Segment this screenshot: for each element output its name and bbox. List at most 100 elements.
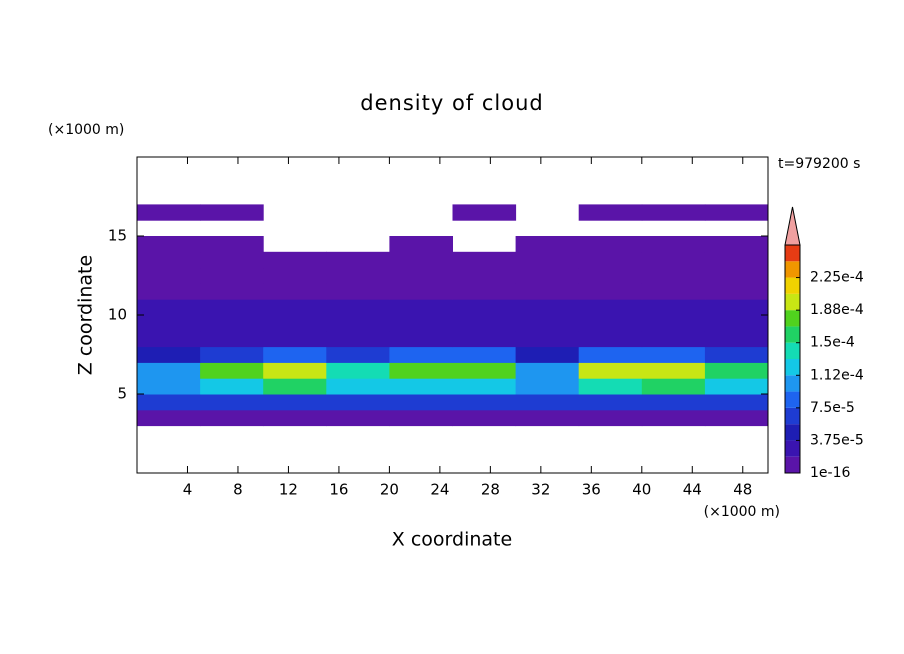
contour-cell — [515, 362, 580, 379]
colorbar-swatch — [785, 391, 800, 408]
contour-cell — [704, 409, 769, 427]
contour-cell — [263, 394, 327, 411]
contour-cell — [326, 346, 390, 363]
contour-cell — [515, 409, 580, 427]
contour-cell — [515, 283, 580, 300]
contour-cell — [515, 378, 580, 395]
contour-cell — [704, 236, 769, 253]
contour-cell — [200, 346, 264, 363]
contour-cell — [263, 267, 327, 284]
contour-cell — [452, 362, 517, 379]
contour-cell — [200, 315, 264, 332]
contour-cell — [641, 251, 706, 269]
contour-cell — [389, 362, 453, 379]
colorbar-swatch — [785, 424, 800, 441]
contour-cell — [137, 346, 201, 363]
contour-cell — [515, 330, 580, 348]
contour-cell — [578, 346, 643, 363]
colorbar-swatch — [785, 375, 800, 392]
contour-cell — [578, 267, 643, 284]
contour-cell — [263, 409, 327, 427]
contour-cell — [641, 236, 706, 253]
x-tick-label: 16 — [329, 481, 348, 499]
contour-cell — [641, 394, 706, 411]
contour-cell — [389, 378, 453, 395]
colorbar-swatch — [785, 326, 800, 343]
contour-cell — [578, 299, 643, 316]
contour-cell — [200, 267, 264, 284]
contour-cell — [641, 267, 706, 284]
contour-cell — [452, 283, 517, 300]
y-unit: (×1000 m) — [48, 122, 124, 138]
x-tick-label: 12 — [279, 481, 298, 499]
contour-cell — [515, 251, 580, 269]
contour-cell — [200, 362, 264, 379]
contour-cell — [515, 236, 580, 253]
x-tick-label: 24 — [430, 481, 449, 499]
x-unit: (×1000 m) — [704, 504, 780, 520]
contour-cell — [452, 204, 517, 221]
contour-cell — [326, 267, 390, 284]
contour-cell — [515, 346, 580, 363]
x-tick-label: 32 — [531, 481, 550, 499]
contour-cell — [578, 409, 643, 427]
contour-cell — [515, 299, 580, 316]
contour-cell — [137, 315, 201, 332]
contour-cell — [704, 283, 769, 300]
contour-cell — [200, 299, 264, 316]
x-tick-label: 20 — [380, 481, 399, 499]
contour-cell — [263, 330, 327, 348]
y-tick-label: 10 — [108, 306, 127, 324]
contour-cell — [452, 346, 517, 363]
contour-cell — [263, 346, 327, 363]
contour-cell — [452, 394, 517, 411]
contour-cell — [263, 299, 327, 316]
contour-cell — [389, 315, 453, 332]
contour-cell — [200, 409, 264, 427]
contour-cell — [452, 267, 517, 284]
contour-cell — [137, 409, 201, 427]
contour-cell — [641, 330, 706, 348]
x-tick-label: 4 — [183, 481, 193, 499]
contour-cell — [389, 330, 453, 348]
contour-cell — [704, 315, 769, 332]
y-tick-label: 5 — [117, 385, 127, 403]
contour-cell — [137, 236, 201, 253]
contour-cell — [704, 362, 769, 379]
contour-cell — [326, 394, 390, 411]
contour-cell — [452, 378, 517, 395]
colorbar-swatch — [785, 245, 800, 262]
contour-cell — [389, 346, 453, 363]
colorbar-swatch — [785, 261, 800, 278]
contour-cell — [200, 394, 264, 411]
contour-cell — [641, 299, 706, 316]
contour-cell — [389, 299, 453, 316]
x-tick-label: 8 — [233, 481, 243, 499]
contour-cell — [452, 409, 517, 427]
colorbar-tick-label: 1.88e-4 — [810, 302, 864, 318]
contour-cell — [137, 394, 201, 411]
colorbar-tick-label: 1e-16 — [810, 465, 850, 481]
contour-cell — [452, 251, 517, 269]
colorbar-frame — [784, 244, 801, 474]
contour-cell — [704, 251, 769, 269]
contour-cell — [641, 204, 706, 221]
contour-cell — [263, 251, 327, 269]
contour-cell — [704, 346, 769, 363]
colorbar-swatch — [785, 277, 800, 294]
colorbar-swatch — [785, 310, 800, 327]
contour-cell — [389, 409, 453, 427]
contour-cell — [641, 315, 706, 332]
contour-cell — [389, 267, 453, 284]
contour-cell — [137, 378, 201, 395]
contour-cell — [704, 378, 769, 395]
contour-cell — [578, 362, 643, 379]
colorbar-tick-label: 7.5e-5 — [810, 400, 855, 416]
contour-cell — [137, 283, 201, 300]
contour-cell — [200, 251, 264, 269]
contour-cell — [200, 204, 264, 221]
chart-title: density of cloud — [360, 91, 543, 115]
colorbar-tick-label: 2.25e-4 — [810, 270, 864, 286]
contour-cell — [200, 378, 264, 395]
